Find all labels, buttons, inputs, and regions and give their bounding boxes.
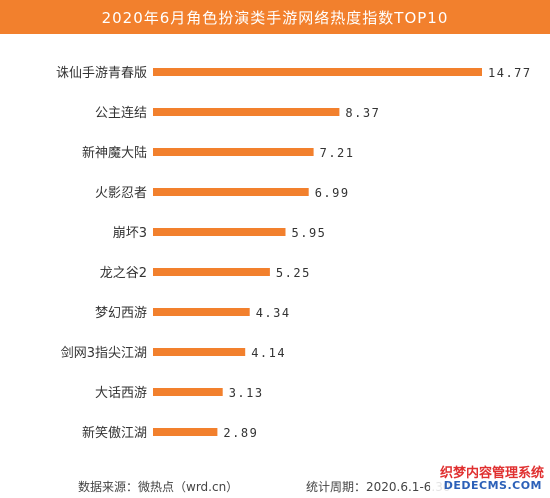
bar: [153, 348, 246, 356]
bar: [153, 228, 286, 236]
bar: [153, 388, 223, 396]
data-label: 4.14: [251, 346, 286, 360]
watermark-logo: 织梦内容管理系统 DEDECMS.COM: [430, 460, 548, 496]
data-label: 8.37: [345, 106, 380, 120]
bar: [153, 428, 218, 436]
data-label: 4.34: [256, 306, 291, 320]
data-label: 7.21: [320, 146, 355, 160]
data-label: 14.77: [488, 66, 532, 80]
data-label: 2.89: [223, 426, 258, 440]
data-label: 3.13: [229, 386, 264, 400]
category-label: 梦幻西游: [95, 306, 147, 321]
bar: [153, 108, 340, 116]
category-label: 公主连结: [95, 105, 147, 121]
stat-period: 统计周期：2020.6.1-6.30: [306, 480, 451, 494]
footer: 数据来源：微热点（wrd.cn） 统计周期：2020.6.1-6.30: [0, 468, 550, 498]
category-label: 大话西游: [95, 386, 147, 401]
bar: [153, 268, 270, 276]
bar: [153, 148, 314, 156]
category-label: 新神魔大陆: [82, 145, 147, 161]
bar: [153, 68, 482, 76]
chart-title: 2020年6月角色扮演类手游网络热度指数TOP10: [0, 0, 550, 34]
category-label: 新笑傲江湖: [82, 425, 147, 441]
data-label: 5.25: [276, 266, 311, 280]
watermark-line1: 织梦内容管理系统: [439, 466, 544, 481]
bar: [153, 308, 250, 316]
watermark-line2: DEDECMS.COM: [443, 479, 542, 492]
category-label: 崩坏3: [113, 226, 147, 241]
category-label: 诛仙手游青春版: [56, 65, 147, 81]
category-label: 剑网3指尖江湖: [61, 345, 147, 361]
data-label: 6.99: [315, 186, 350, 200]
bar-chart: 诛仙手游青春版 14.77 公主连结 8.37 新神魔大陆 7.21 火影忍者 6.99 崩坏3…: [56, 65, 532, 441]
data-source: 数据来源：微热点（wrd.cn）: [78, 480, 239, 494]
data-label: 5.95: [292, 226, 327, 240]
category-label: 火影忍者: [95, 186, 147, 201]
category-label: 龙之谷2: [100, 266, 147, 281]
bar: [153, 188, 309, 196]
